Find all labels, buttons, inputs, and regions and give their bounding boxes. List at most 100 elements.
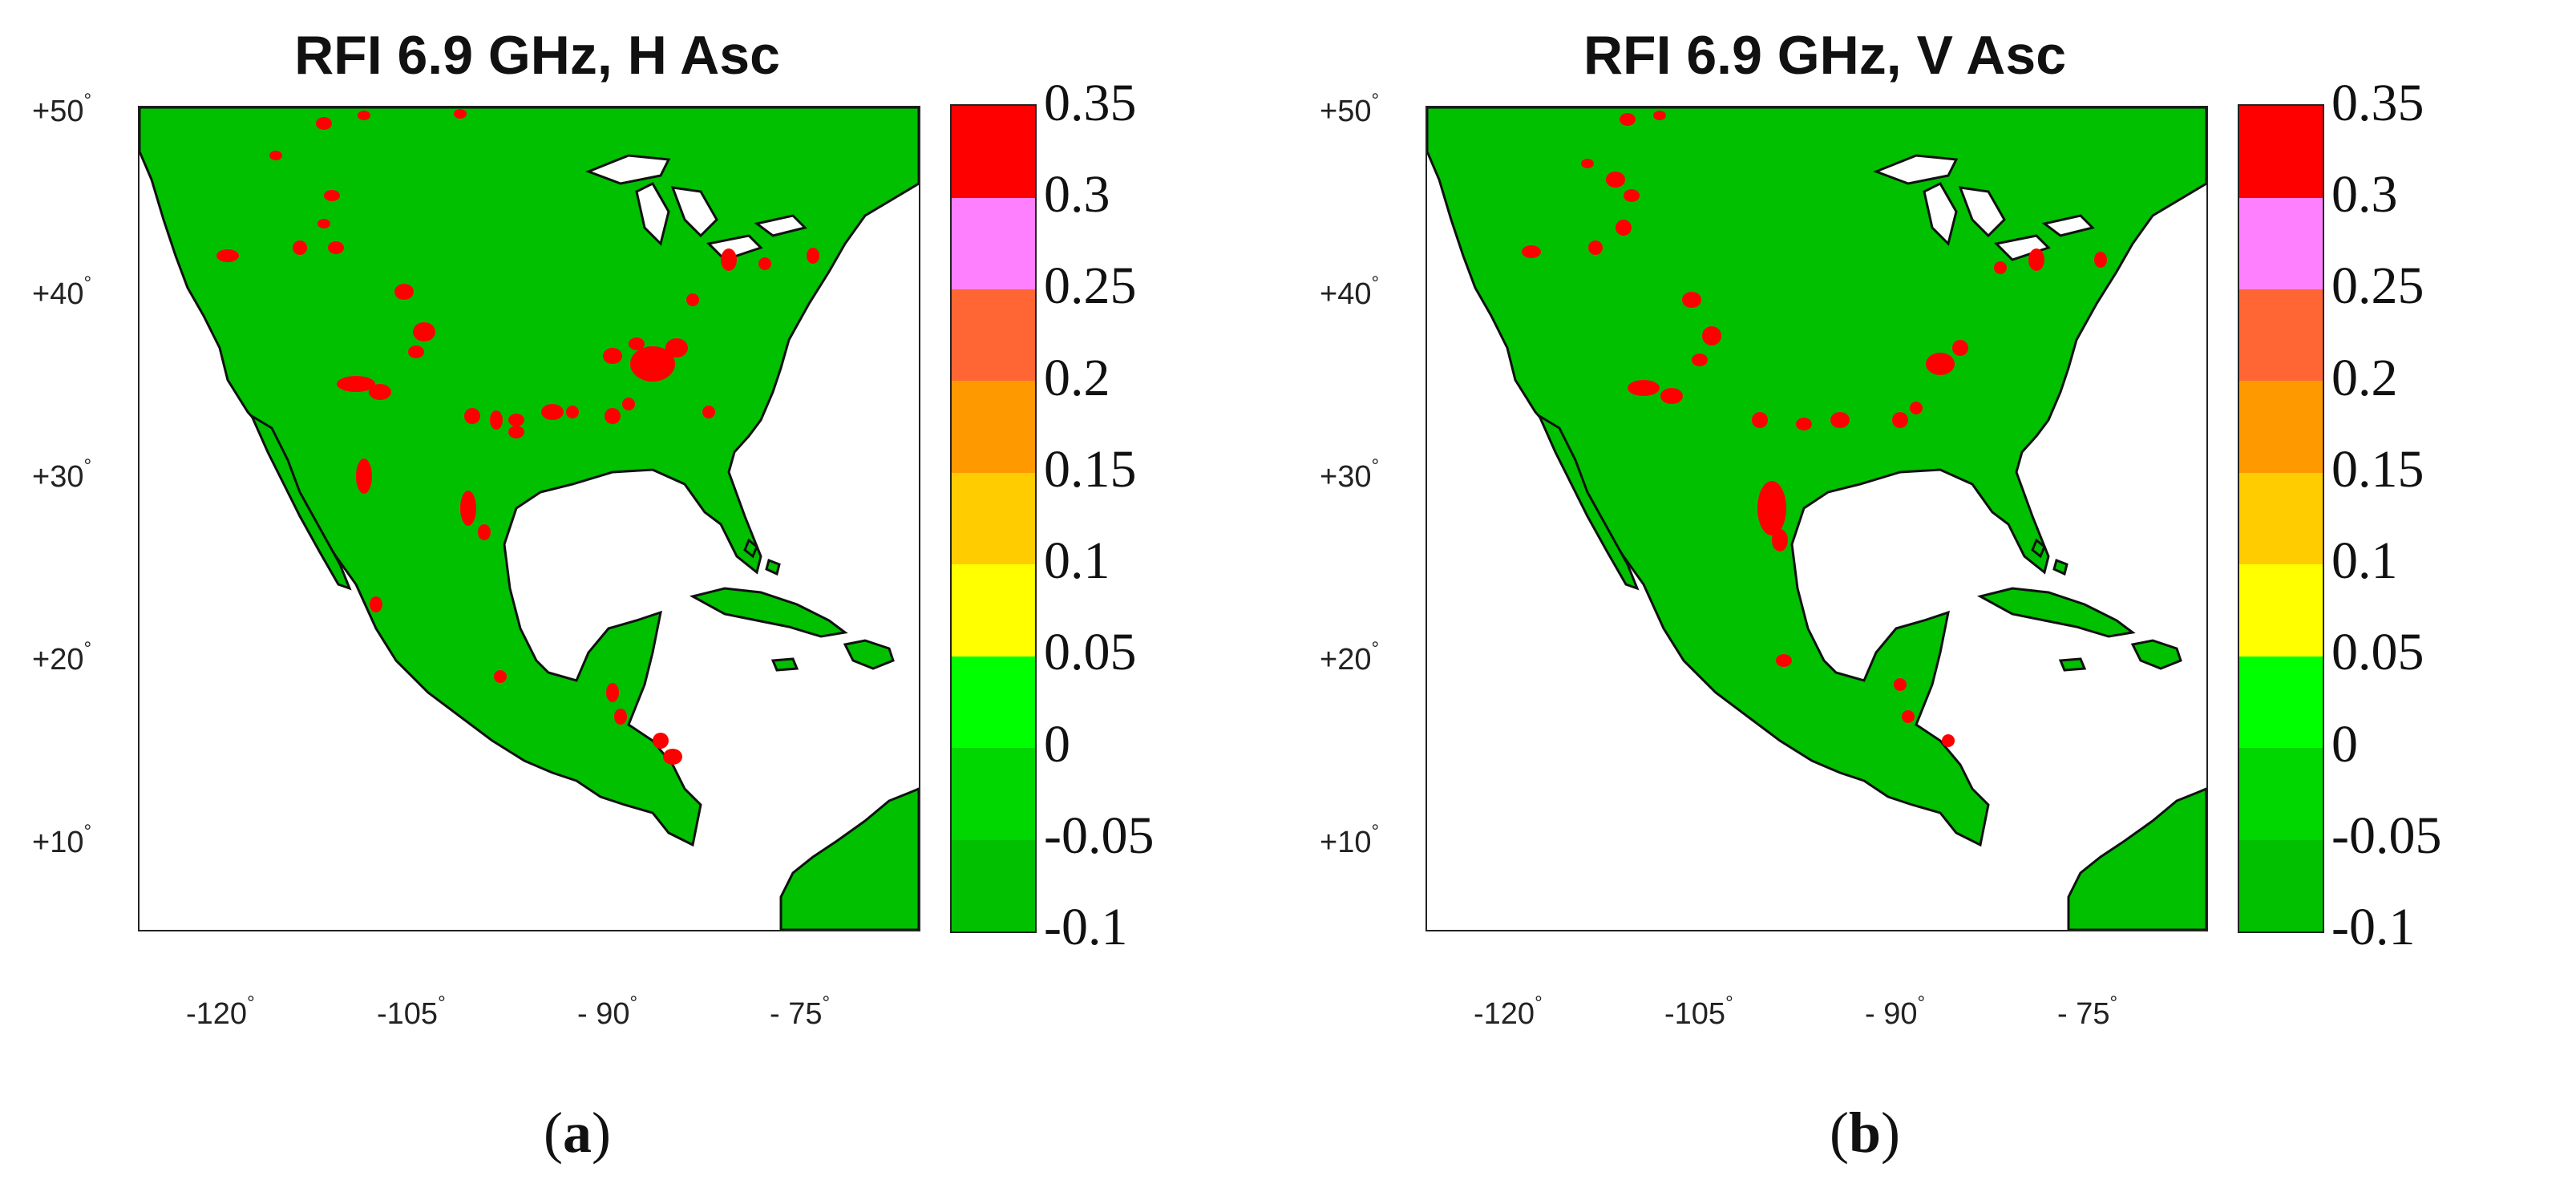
rfi-hotspot — [478, 524, 491, 540]
rfi-hotspot — [1952, 340, 1968, 356]
rfi-hotspot — [328, 241, 344, 254]
land-region — [2067, 787, 2206, 930]
great-lake — [1993, 234, 2051, 261]
colorbar-segment — [2239, 839, 2323, 931]
rfi-hotspot — [356, 459, 372, 494]
great-lake — [1923, 182, 1958, 246]
land-region — [765, 559, 781, 576]
colorbar — [2238, 104, 2324, 933]
rfi-hotspot — [1702, 326, 1721, 345]
rfi-hotspot — [1588, 240, 1603, 255]
lon-tick-label: -105° — [377, 992, 446, 1031]
rfi-hotspot — [1692, 354, 1708, 366]
land-region — [2052, 559, 2068, 576]
rfi-hotspot — [2094, 252, 2107, 268]
rfi-hotspot — [702, 406, 715, 418]
lat-tick-label: +50° — [1320, 90, 1380, 128]
great-lake — [670, 186, 718, 238]
panel-title: RFI 6.9 GHz, H Asc — [294, 25, 780, 86]
lon-tick-label: -120° — [186, 992, 255, 1031]
rfi-hotspot — [721, 248, 737, 271]
colorbar-tick-label: 0.05 — [1044, 623, 1137, 682]
rfi-hotspot — [460, 491, 476, 526]
rfi-hotspot — [663, 749, 682, 765]
rfi-hotspot — [1682, 292, 1701, 308]
rfi-hotspot — [1942, 734, 1955, 747]
colorbar-tick-label: -0.05 — [2331, 806, 2442, 865]
land-region — [140, 107, 919, 847]
colorbar-tick-label: 0.05 — [2331, 623, 2424, 682]
colorbar-segment — [2239, 656, 2323, 749]
lon-tick-label: - 75° — [770, 992, 831, 1031]
lat-tick-label: +10° — [32, 821, 92, 859]
lat-tick-label: +20° — [1320, 638, 1380, 677]
rfi-hotspot — [630, 346, 675, 382]
colorbar-tick-label: 0 — [1044, 714, 1070, 774]
map-panel-a: RFI 6.9 GHz, H Asc +50° +40° +30° +20° +… — [32, 25, 1155, 1165]
rfi-hotspot — [653, 733, 669, 749]
map-frame — [138, 106, 920, 931]
rfi-hotspot — [269, 151, 282, 160]
colorbar-tick-label: 0.35 — [2331, 74, 2424, 132]
rfi-hotspot — [316, 117, 332, 130]
lat-tick-label: +50° — [32, 90, 92, 128]
rfi-hotspot — [1581, 159, 1594, 168]
rfi-hotspot — [606, 683, 619, 702]
rfi-hotspot — [337, 376, 375, 392]
rfi-hotspot — [686, 293, 699, 306]
rfi-map — [140, 107, 919, 930]
rfi-hotspot — [807, 248, 819, 264]
great-lake — [1872, 154, 1959, 185]
rfi-hotspot — [408, 345, 424, 358]
land-region — [249, 413, 352, 591]
land-region — [689, 587, 848, 638]
rfi-hotspot — [394, 284, 414, 300]
colorbar-tick-label: 0.2 — [1044, 348, 1110, 407]
great-lake — [584, 154, 671, 185]
rfi-hotspot — [293, 240, 307, 255]
rfi-hotspot — [369, 384, 391, 400]
rfi-hotspot — [454, 109, 467, 119]
rfi-hotspot — [1910, 402, 1923, 414]
land-region — [1427, 107, 2206, 847]
rfi-hotspot — [1660, 388, 1683, 404]
rfi-hotspot — [508, 414, 524, 426]
great-lake — [635, 182, 670, 246]
colorbar-segment — [2239, 381, 2323, 473]
colorbar-tick-label: 0.3 — [1044, 165, 1110, 224]
rfi-hotspot — [1994, 261, 2007, 274]
rfi-hotspot — [216, 249, 239, 262]
colorbar-segment — [952, 197, 1035, 289]
rfi-hotspot — [490, 410, 503, 430]
subfigure-label: (a) — [544, 1101, 611, 1165]
rfi-hotspot — [566, 406, 579, 418]
great-lake — [706, 234, 763, 261]
rfi-hotspot — [1752, 412, 1768, 428]
rfi-hotspot — [1620, 113, 1636, 126]
colorbar-tick-label: 0.25 — [1044, 257, 1137, 316]
rfi-hotspot — [541, 404, 564, 420]
colorbar-segment — [2239, 197, 2323, 289]
rfi-hotspot — [1796, 418, 1812, 430]
rfi-hotspot — [622, 398, 635, 410]
great-lake — [2041, 214, 2095, 237]
colorbar-segment — [952, 839, 1035, 931]
land-region — [770, 657, 799, 672]
colorbar-tick-label: 0.2 — [2331, 348, 2398, 407]
land-region — [1976, 587, 2136, 638]
colorbar-segment — [952, 564, 1035, 657]
rfi-hotspot — [1653, 111, 1666, 120]
land-region — [2058, 657, 2087, 672]
rfi-hotspot — [1902, 710, 1915, 723]
land-region — [743, 538, 758, 559]
colorbar-tick-label: -0.05 — [1044, 806, 1155, 865]
colorbar-segment — [2239, 106, 2323, 198]
lat-tick-label: +30° — [1320, 455, 1380, 494]
rfi-hotspot — [1522, 245, 1541, 258]
colorbar-tick-label: 0.25 — [2331, 257, 2424, 316]
land-region — [1536, 413, 1640, 591]
lon-tick-label: - 75° — [2057, 992, 2118, 1031]
colorbar-tick-label: -0.1 — [1044, 898, 1128, 956]
rfi-hotspot — [758, 257, 771, 270]
colorbar-tick-label: 0.35 — [1044, 74, 1137, 132]
